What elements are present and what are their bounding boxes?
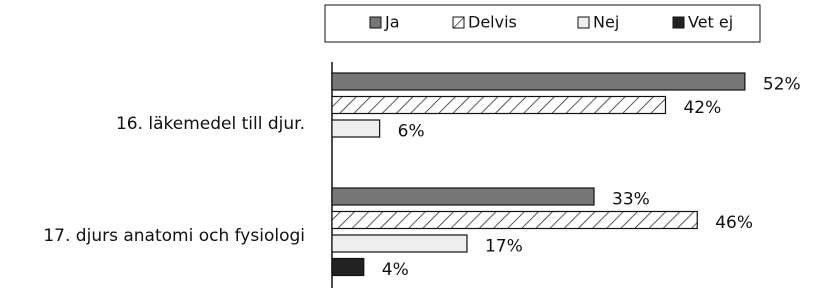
legend-box [324, 4, 761, 43]
legend-swatch [577, 16, 590, 29]
legend-label: Nej [593, 13, 619, 32]
legend: Ja Delvis Nej Vet ej [369, 13, 733, 32]
category-label: 17. djurs anatomi och fysiologi [43, 226, 305, 246]
value-label: 17% [485, 237, 523, 257]
bar [331, 257, 365, 277]
bar [331, 72, 746, 91]
legend-label: Vet ej [688, 13, 733, 32]
value-label: 4% [382, 260, 409, 280]
legend-label: Delvis [468, 13, 517, 32]
value-label: 33% [612, 190, 650, 210]
value-label: 6% [398, 122, 425, 142]
value-label: 52% [763, 75, 801, 95]
legend-swatch [672, 16, 685, 29]
bar [331, 119, 381, 138]
legend-swatch [452, 16, 465, 29]
bar [331, 187, 595, 206]
value-label: 42% [683, 98, 721, 118]
value-label: 46% [715, 213, 753, 233]
category-label: 16. läkemedel till djur. [116, 114, 305, 134]
legend-label: Ja [384, 13, 400, 32]
bar [331, 210, 698, 230]
legend-swatch [369, 16, 382, 29]
bar [331, 234, 468, 253]
bar [331, 95, 667, 115]
